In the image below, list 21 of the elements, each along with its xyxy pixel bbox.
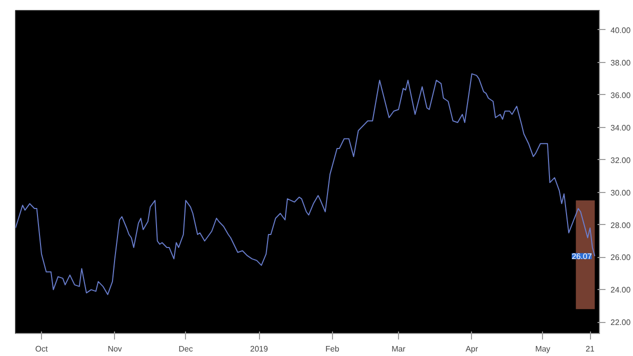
- x-tick-label: Dec: [178, 344, 193, 354]
- y-tick-label: 26.00: [610, 253, 632, 262]
- x-tick-label: Oct: [35, 344, 49, 354]
- y-tick-label: 24.00: [610, 286, 632, 295]
- y-tick-label: 38.00: [610, 58, 632, 68]
- x-tick-label: 2019: [250, 344, 268, 354]
- x-tick-label: Nov: [108, 344, 122, 354]
- annotation: 26.07: [572, 252, 592, 262]
- y-tick-label: 34.00: [610, 123, 632, 132]
- x-tick-label: 21: [586, 344, 596, 354]
- x-tick-label: Mar: [392, 344, 406, 354]
- y-tick-label: 28.00: [610, 220, 632, 230]
- y-tick-label: 32.00: [610, 156, 632, 165]
- y-tick-label: 22.00: [610, 318, 632, 328]
- y-tick-label: 40.00: [610, 26, 632, 35]
- x-tick-label: May: [535, 344, 550, 354]
- y-tick-label: 36.00: [610, 90, 632, 100]
- x-tick-label: Apr: [466, 344, 478, 354]
- x-tick-label: Feb: [325, 344, 340, 354]
- y-tick-label: 30.00: [610, 188, 632, 198]
- line-series: [16, 73, 596, 296]
